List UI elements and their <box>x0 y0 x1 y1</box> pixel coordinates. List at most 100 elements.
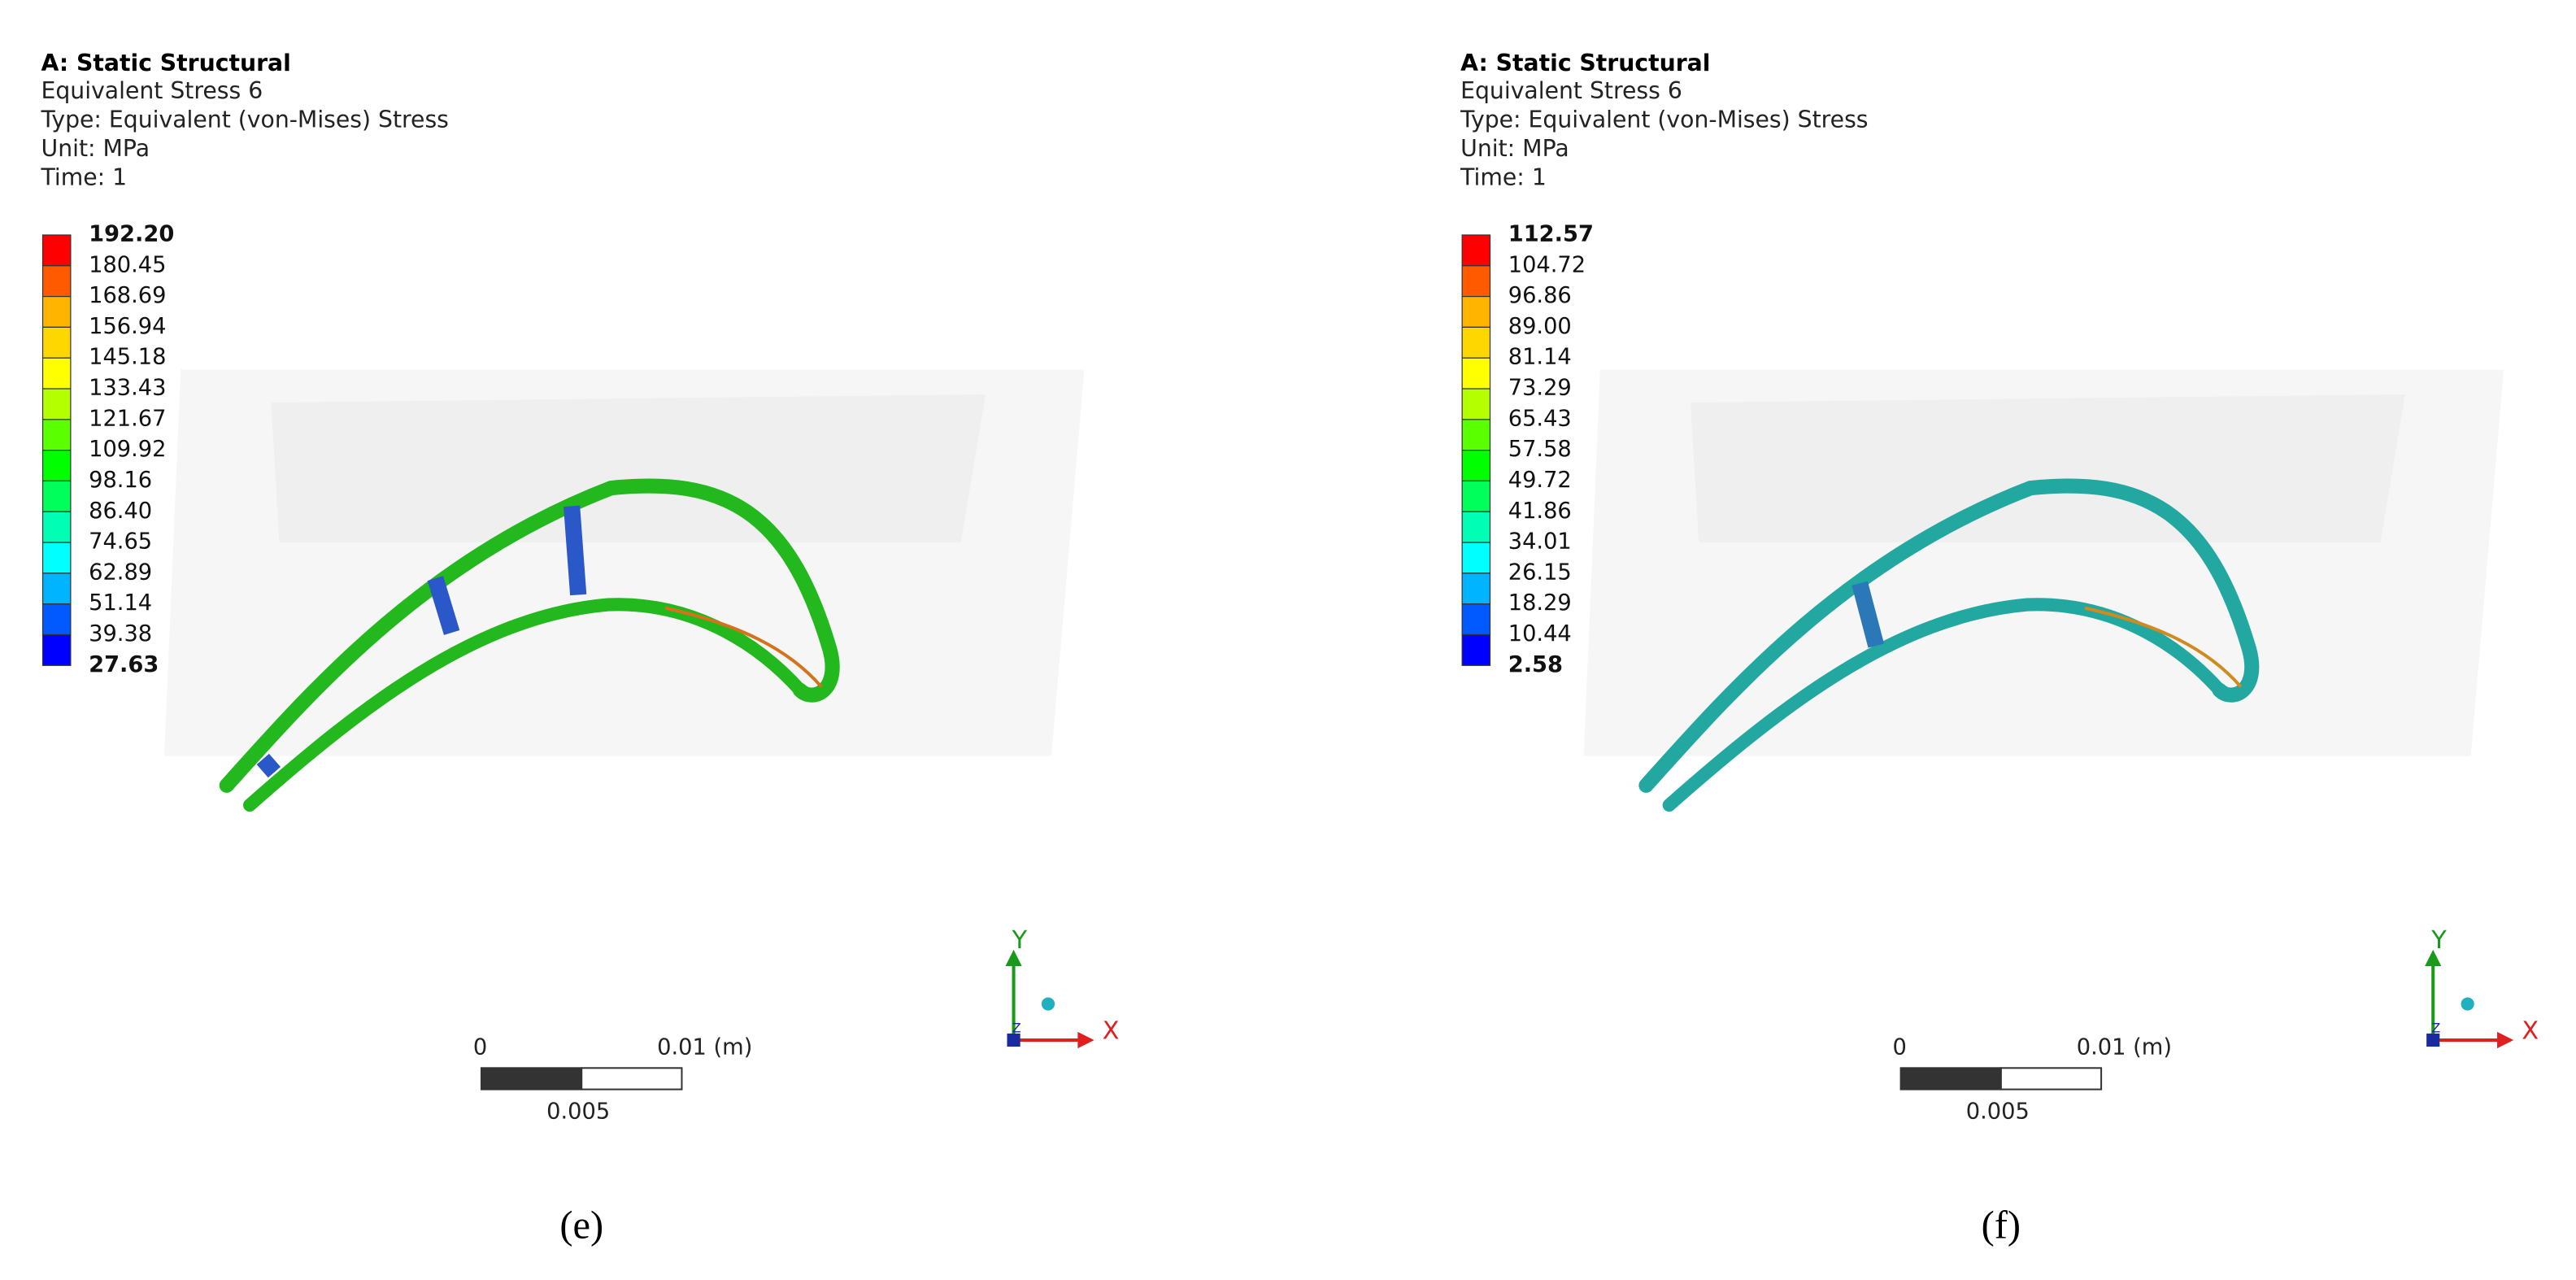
legend-band <box>1461 450 1491 482</box>
legend-label: 98.16 <box>89 468 152 493</box>
scale-bar-dark <box>1899 1067 2002 1091</box>
legend-label: 34.01 <box>1508 529 1572 555</box>
blade-edge <box>2084 606 2243 688</box>
legend-label: 96.86 <box>1508 283 1572 308</box>
header-line: Time: 1 <box>1460 163 1547 190</box>
legend-band <box>41 542 72 574</box>
legend-band <box>41 603 72 636</box>
scale-label: 0.01 (m) <box>2077 1035 2172 1060</box>
legend-band <box>1461 633 1491 666</box>
legend-label: 65.43 <box>1508 406 1572 431</box>
legend-label: 145.18 <box>89 345 166 370</box>
legend-label: 39.38 <box>89 621 152 647</box>
background-geometry <box>271 394 986 542</box>
legend-band <box>1461 419 1491 451</box>
legend-band <box>41 388 72 420</box>
legend-label: 180.45 <box>89 252 166 277</box>
legend-label: 104.72 <box>1508 252 1586 277</box>
legend-band <box>1461 234 1491 267</box>
triad-label: X <box>1103 1017 1120 1045</box>
blade-surface <box>1662 598 2226 812</box>
scale-bar-light <box>581 1067 683 1091</box>
legend-band <box>1461 573 1491 605</box>
legend-label: 2.58 <box>1508 652 1563 677</box>
legend-band <box>41 511 72 543</box>
legend-band <box>1461 326 1491 359</box>
legend-label: 57.58 <box>1508 437 1572 462</box>
legend-band <box>1461 295 1491 329</box>
legend-band <box>1461 388 1491 420</box>
triad-ball <box>1041 997 1055 1011</box>
background-geometry <box>1690 394 2405 542</box>
blade-rib <box>427 576 460 635</box>
scale-label: 0.005 <box>1966 1099 2030 1124</box>
legend-label: 10.44 <box>1508 621 1572 647</box>
scale-label: 0.005 <box>546 1099 610 1124</box>
blade-rib <box>1852 581 1885 648</box>
header-title: A: Static Structural <box>41 50 291 76</box>
triad-arrow <box>2497 1031 2514 1049</box>
legend-label: 109.92 <box>89 437 166 462</box>
header-line: Type: Equivalent (von-Mises) Stress <box>41 107 449 133</box>
triad-label: X <box>2522 1017 2539 1045</box>
legend-label: 49.72 <box>1508 468 1572 493</box>
header-line: Equivalent Stress 6 <box>41 77 263 104</box>
header-line: Time: 1 <box>41 163 128 190</box>
blade-surface <box>219 478 840 793</box>
legend-band <box>41 357 72 390</box>
triad-arrow <box>1077 1031 1094 1049</box>
legend-band <box>41 480 72 512</box>
legend-band <box>41 633 72 666</box>
legend-label: 121.67 <box>89 406 166 431</box>
legend-label: 27.63 <box>89 652 159 677</box>
triad-origin <box>1007 1033 1020 1047</box>
legend-label: 89.00 <box>1508 314 1572 339</box>
blade-rib <box>256 753 281 778</box>
legend-label: 74.65 <box>89 529 152 555</box>
legend-band <box>1461 265 1491 298</box>
header-line: Equivalent Stress 6 <box>1460 77 1682 104</box>
legend-label: 192.20 <box>89 221 174 246</box>
legend-label: 81.14 <box>1508 345 1572 370</box>
legend-band <box>1461 603 1491 636</box>
legend-label: 168.69 <box>89 283 166 308</box>
scale-bar-light <box>1999 1067 2103 1091</box>
legend-band <box>41 295 72 329</box>
triad-label: Z <box>1012 1020 1021 1035</box>
triad-arrow <box>1005 949 1022 967</box>
blade-rib <box>564 505 587 596</box>
blade-edge <box>664 606 823 688</box>
legend-band <box>41 234 72 267</box>
blade-surface <box>1638 478 2260 793</box>
triad-label: Y <box>1012 926 1028 955</box>
triad-origin <box>2426 1033 2440 1047</box>
legend-band <box>41 265 72 298</box>
triad-label: Z <box>2431 1020 2440 1035</box>
legend-label: 133.43 <box>89 376 166 401</box>
caption: (e) <box>559 1204 603 1247</box>
legend-band <box>41 419 72 451</box>
header-title: A: Static Structural <box>1460 50 1710 76</box>
legend-label: 41.86 <box>1508 499 1572 524</box>
triad-ball <box>2461 997 2474 1011</box>
scale-label: 0 <box>1893 1035 1907 1060</box>
legend-label: 86.40 <box>89 499 152 524</box>
header-line: Unit: MPa <box>41 135 150 162</box>
legend-label: 26.15 <box>1508 559 1572 585</box>
legend-band <box>1461 542 1491 574</box>
legend-label: 73.29 <box>1508 376 1572 401</box>
caption: (f) <box>1982 1204 2021 1247</box>
legend-label: 62.89 <box>89 559 152 585</box>
legend-band <box>1461 480 1491 512</box>
legend-label: 156.94 <box>89 314 166 339</box>
header-line: Unit: MPa <box>1460 135 1569 162</box>
legend-band <box>1461 511 1491 543</box>
blade-surface <box>243 598 807 812</box>
legend-label: 51.14 <box>89 590 152 616</box>
legend-label: 112.57 <box>1508 221 1594 246</box>
triad-label: Y <box>2430 926 2447 955</box>
legend-band <box>41 326 72 359</box>
